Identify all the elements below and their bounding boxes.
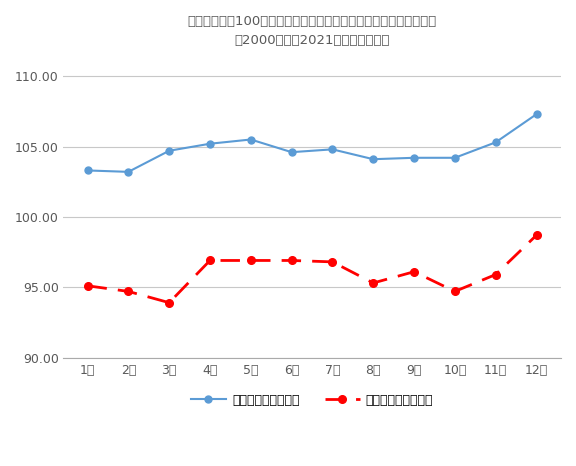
- Line: 基準値安値（平均）: 基準値安値（平均）: [84, 231, 540, 307]
- 基準値高値（平均）: [329, 146, 336, 152]
- 基準値安値（平均）: [166, 300, 173, 306]
- 基準値高値（平均）: [411, 155, 418, 161]
- 基準値安値（平均）: [207, 258, 214, 263]
- 基準値安値（平均）: [411, 269, 418, 274]
- 基準値高値（平均）: [166, 148, 173, 154]
- 基準値高値（平均）: [247, 137, 254, 142]
- Title: 前年末終値を100と基準化した日経平均株価の月足高値安値の推移
（2000年から2021年までの平均）: 前年末終値を100と基準化した日経平均株価の月足高値安値の推移 （2000年から…: [187, 15, 437, 47]
- 基準値高値（平均）: [207, 141, 214, 146]
- 基準値安値（平均）: [370, 280, 377, 286]
- 基準値高値（平均）: [370, 157, 377, 162]
- 基準値安値（平均）: [247, 258, 254, 263]
- 基準値安値（平均）: [288, 258, 295, 263]
- 基準値安値（平均）: [452, 288, 458, 294]
- 基準値高値（平均）: [125, 169, 132, 175]
- 基準値高値（平均）: [533, 111, 540, 117]
- 基準値安値（平均）: [84, 283, 91, 288]
- 基準値安値（平均）: [125, 288, 132, 294]
- 基準値高値（平均）: [288, 150, 295, 155]
- 基準値高値（平均）: [84, 168, 91, 173]
- Legend: 基準値高値（平均）, 基準値安値（平均）: 基準値高値（平均）, 基準値安値（平均）: [186, 389, 438, 412]
- 基準値安値（平均）: [329, 259, 336, 265]
- 基準値高値（平均）: [452, 155, 458, 161]
- 基準値安値（平均）: [533, 233, 540, 238]
- 基準値安値（平均）: [492, 272, 499, 277]
- 基準値高値（平均）: [492, 139, 499, 145]
- Line: 基準値高値（平均）: 基準値高値（平均）: [84, 111, 540, 175]
